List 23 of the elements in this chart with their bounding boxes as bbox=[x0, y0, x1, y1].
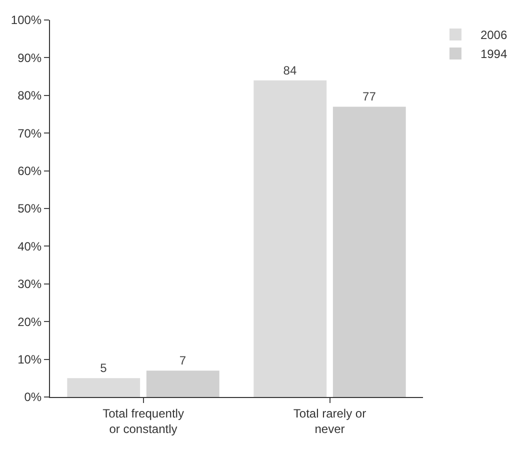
y-tick-label: 0% bbox=[24, 390, 42, 404]
y-tick-label: 60% bbox=[18, 164, 42, 178]
data-label: 77 bbox=[362, 90, 376, 104]
legend-label: 2006 bbox=[480, 28, 508, 42]
bar bbox=[332, 106, 406, 397]
y-tick-label: 30% bbox=[18, 277, 42, 292]
y-tick-label: 40% bbox=[18, 239, 42, 254]
data-label: 7 bbox=[179, 354, 186, 368]
bar bbox=[67, 378, 140, 397]
y-tick-label: 90% bbox=[18, 50, 42, 65]
y-tick-label: 100% bbox=[10, 13, 42, 28]
x-tick-label: Total frequently or constantly bbox=[102, 406, 184, 436]
bar bbox=[146, 370, 220, 397]
x-tick-label: Total rarely or never bbox=[293, 406, 366, 436]
y-tick-label: 80% bbox=[18, 88, 42, 103]
y-tick-label: 20% bbox=[18, 314, 42, 329]
data-label: 5 bbox=[100, 361, 108, 376]
legend-label: 1994 bbox=[480, 47, 508, 62]
y-tick-label: 10% bbox=[18, 352, 42, 366]
bar bbox=[254, 80, 327, 397]
data-label: 84 bbox=[283, 63, 297, 78]
y-tick-label: 70% bbox=[18, 126, 42, 140]
y-tick-label: 50% bbox=[18, 202, 42, 216]
